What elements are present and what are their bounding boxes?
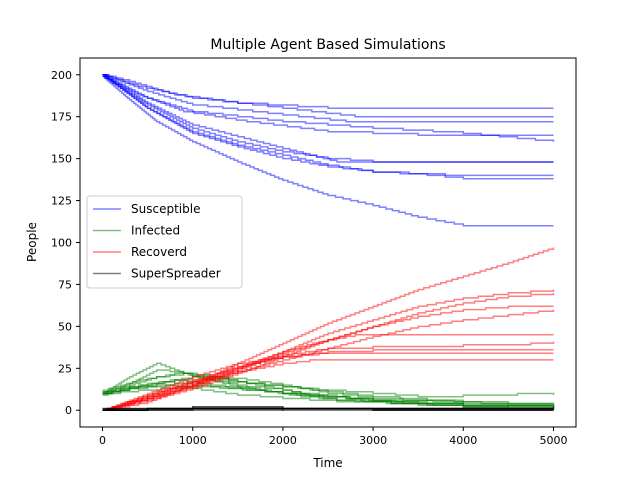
series-superspreader bbox=[102, 406, 555, 411]
x-tick-label: 2000 bbox=[269, 434, 297, 447]
y-tick-label: 100 bbox=[51, 237, 72, 250]
y-axis: 0 25 50 75 100 125 150 175 200 bbox=[51, 69, 80, 417]
y-tick-label: 0 bbox=[65, 404, 72, 417]
y-tick-label: 50 bbox=[58, 320, 72, 333]
x-tick-label: 1000 bbox=[179, 434, 207, 447]
series-susceptible-run-9 bbox=[102, 74, 554, 180]
series-runs bbox=[102, 74, 555, 411]
x-tick-label: 5000 bbox=[539, 434, 567, 447]
y-tick-label: 125 bbox=[51, 195, 72, 208]
y-axis-label: People bbox=[25, 222, 39, 262]
y-tick-label: 75 bbox=[58, 278, 72, 291]
series-recoverd bbox=[102, 247, 555, 411]
legend-label-recoverd: Recoverd bbox=[131, 245, 187, 259]
y-tick-label: 150 bbox=[51, 153, 72, 166]
y-tick-label: 25 bbox=[58, 362, 72, 375]
series-susceptible-run-7 bbox=[102, 75, 554, 163]
y-tick-label: 200 bbox=[51, 69, 72, 82]
series-susceptible-run-5 bbox=[102, 74, 555, 142]
legend: Susceptible Infected Recoverd SuperSpreader bbox=[86, 195, 243, 289]
legend-label-superspreader: SuperSpreader bbox=[131, 267, 221, 281]
legend-box bbox=[86, 195, 243, 289]
x-tick-label: 3000 bbox=[359, 434, 387, 447]
y-tick-label: 175 bbox=[51, 111, 72, 124]
x-axis-label: Time bbox=[312, 456, 342, 470]
x-tick-label: 0 bbox=[99, 434, 106, 447]
series-susceptible-run-3 bbox=[102, 74, 554, 123]
series-recoverd-run-9 bbox=[102, 352, 554, 411]
series-susceptible bbox=[102, 74, 555, 227]
legend-label-infected: Infected bbox=[131, 224, 180, 238]
series-susceptible-run-6 bbox=[102, 74, 554, 163]
legend-label-susceptible: Susceptible bbox=[131, 202, 200, 216]
series-susceptible-run-10 bbox=[102, 75, 554, 227]
x-axis: 0 1000 2000 3000 4000 5000 bbox=[99, 427, 567, 447]
chart-title: Multiple Agent Based Simulations bbox=[210, 37, 445, 53]
series-recoverd-run-3 bbox=[102, 292, 555, 411]
series-infected-run-10 bbox=[102, 379, 554, 410]
series-recoverd-run-10 bbox=[102, 359, 554, 411]
x-tick-label: 4000 bbox=[449, 434, 477, 447]
